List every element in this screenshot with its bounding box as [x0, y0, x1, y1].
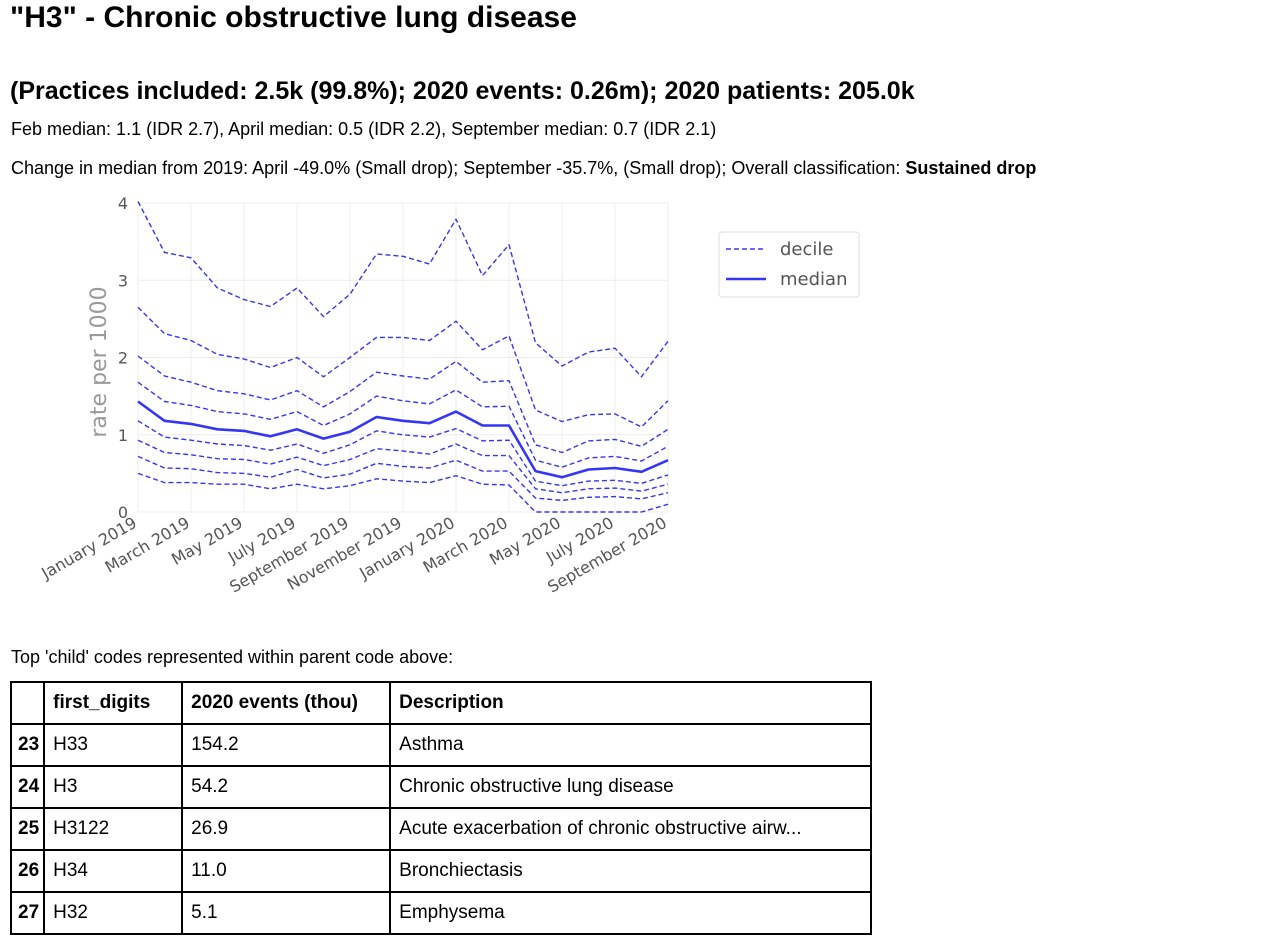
y-tick-label: 2 [118, 349, 128, 368]
description-header: Description [389, 681, 873, 725]
table-row: 24 H3 54.2 Chronic obstructive lung dise… [9, 765, 873, 809]
description-cell: Emphysema [389, 891, 873, 935]
chart-grid [137, 202, 669, 513]
decile-line [137, 355, 669, 454]
decile-line [137, 201, 669, 378]
code-cell: H3 [43, 765, 184, 809]
decile-line [137, 381, 669, 468]
medians-line: Feb median: 1.1 (IDR 2.7), April median:… [11, 119, 717, 139]
events-cell: 54.2 [181, 765, 392, 809]
page-title: "H3" - Chronic obstructive lung disease [10, 1, 577, 34]
legend-median-label: median [780, 269, 847, 290]
description-cell: Acute exacerbation of chronic obstructiv… [389, 807, 873, 851]
row-index: 26 [9, 849, 46, 893]
y-axis-label: rate per 1000 [87, 286, 112, 437]
description-cell: Asthma [389, 723, 873, 767]
median-line [137, 400, 669, 479]
y-tick-label: 3 [118, 271, 128, 290]
chart-series [137, 201, 669, 513]
events-header: 2020 events (thou) [181, 681, 392, 725]
table-row: 23 H33 154.2 Asthma [9, 723, 873, 767]
table-row: 26 H34 11.0 Bronchiectasis [9, 849, 873, 893]
table-header-row: first_digits 2020 events (thou) Descript… [9, 681, 873, 725]
legend-decile-label: decile [780, 239, 833, 260]
first-digits-header: first_digits [43, 681, 184, 725]
events-cell: 154.2 [181, 723, 392, 767]
description-cell: Bronchiectasis [389, 849, 873, 893]
code-cell: H33 [43, 723, 184, 767]
decile-line [137, 439, 669, 494]
code-cell: H3122 [43, 807, 184, 851]
y-tick-label: 4 [118, 194, 128, 213]
change-line: Change in median from 2019: April -49.0%… [11, 156, 1036, 180]
index-header [9, 681, 46, 725]
decile-line [137, 472, 669, 513]
row-index: 23 [9, 723, 46, 767]
row-index: 27 [9, 891, 46, 935]
decile-line [137, 420, 669, 487]
table-row: 25 H3122 26.9 Acute exacerbation of chro… [9, 807, 873, 851]
events-cell: 11.0 [181, 849, 392, 893]
code-cell: H32 [43, 891, 184, 935]
row-index: 25 [9, 807, 46, 851]
summary-heading: (Practices included: 2.5k (99.8%); 2020 … [10, 77, 915, 105]
table-row: 27 H32 5.1 Emphysema [9, 891, 873, 935]
events-cell: 5.1 [181, 891, 392, 935]
description-cell: Chronic obstructive lung disease [389, 765, 873, 809]
events-cell: 26.9 [181, 807, 392, 851]
chart-legend: decile median [718, 231, 860, 298]
decile-line [137, 455, 669, 502]
row-index: 24 [9, 765, 46, 809]
y-tick-label: 0 [118, 503, 128, 522]
y-axis-ticks: 0 1 2 3 4 [118, 194, 128, 522]
code-cell: H34 [43, 849, 184, 893]
change-text: Change in median from 2019: April -49.0%… [11, 158, 906, 178]
classification-label: Sustained drop [905, 158, 1037, 178]
y-tick-label: 1 [118, 426, 128, 445]
table-caption: Top 'child' codes represented within par… [11, 647, 454, 667]
child-codes-table: first_digits 2020 events (thou) Descript… [9, 681, 873, 935]
